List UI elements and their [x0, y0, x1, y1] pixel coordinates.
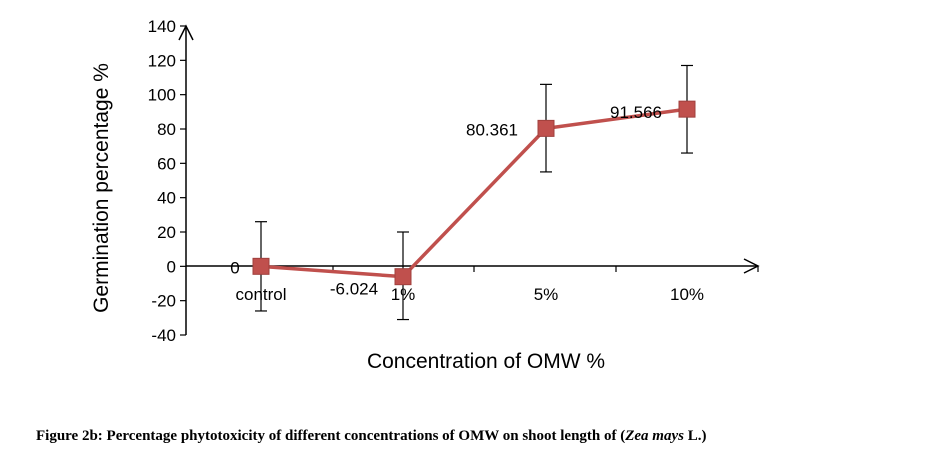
x-category-label: 5%	[534, 285, 559, 304]
axes	[178, 24, 760, 335]
data-point-marker	[537, 119, 555, 137]
caption-prefix: Figure 2b: Percentage phytotoxicity of d…	[36, 428, 626, 444]
data-point-marker	[394, 268, 412, 286]
y-tick-label: -20	[151, 292, 176, 311]
y-tick-label: 140	[148, 17, 176, 36]
caption-suffix: L.)	[683, 428, 707, 444]
data-point-marker	[678, 100, 696, 118]
y-axis-ticks: -40 -20 0 20 40 60 80 100 120 140	[148, 17, 186, 345]
y-tick-label: 120	[148, 51, 176, 70]
x-category-label: 10%	[670, 285, 704, 304]
data-label: -6.024	[330, 280, 378, 299]
data-label: 80.361	[466, 120, 518, 139]
y-tick-label: -40	[151, 326, 176, 345]
caption-species: Zea mays	[625, 428, 684, 444]
y-axis-title: Germination percentage %	[90, 63, 113, 313]
figure-caption: Figure 2b: Percentage phytotoxicity of d…	[36, 428, 706, 445]
data-point-marker	[252, 257, 270, 275]
y-tick-label: 100	[148, 86, 176, 105]
data-label: 91.566	[610, 103, 662, 122]
y-tick-label: 60	[157, 154, 176, 173]
series-line	[260, 107, 688, 279]
data-label: 0	[230, 258, 239, 277]
y-tick-label: 80	[157, 120, 176, 139]
y-tick-label: 20	[157, 223, 176, 242]
x-axis-title: Concentration of OMW %	[367, 350, 605, 373]
y-tick-label: 40	[157, 189, 176, 208]
series-layer: 0 -6.024 80.361 91.566	[230, 64, 696, 321]
y-tick-label: 0	[167, 257, 176, 276]
